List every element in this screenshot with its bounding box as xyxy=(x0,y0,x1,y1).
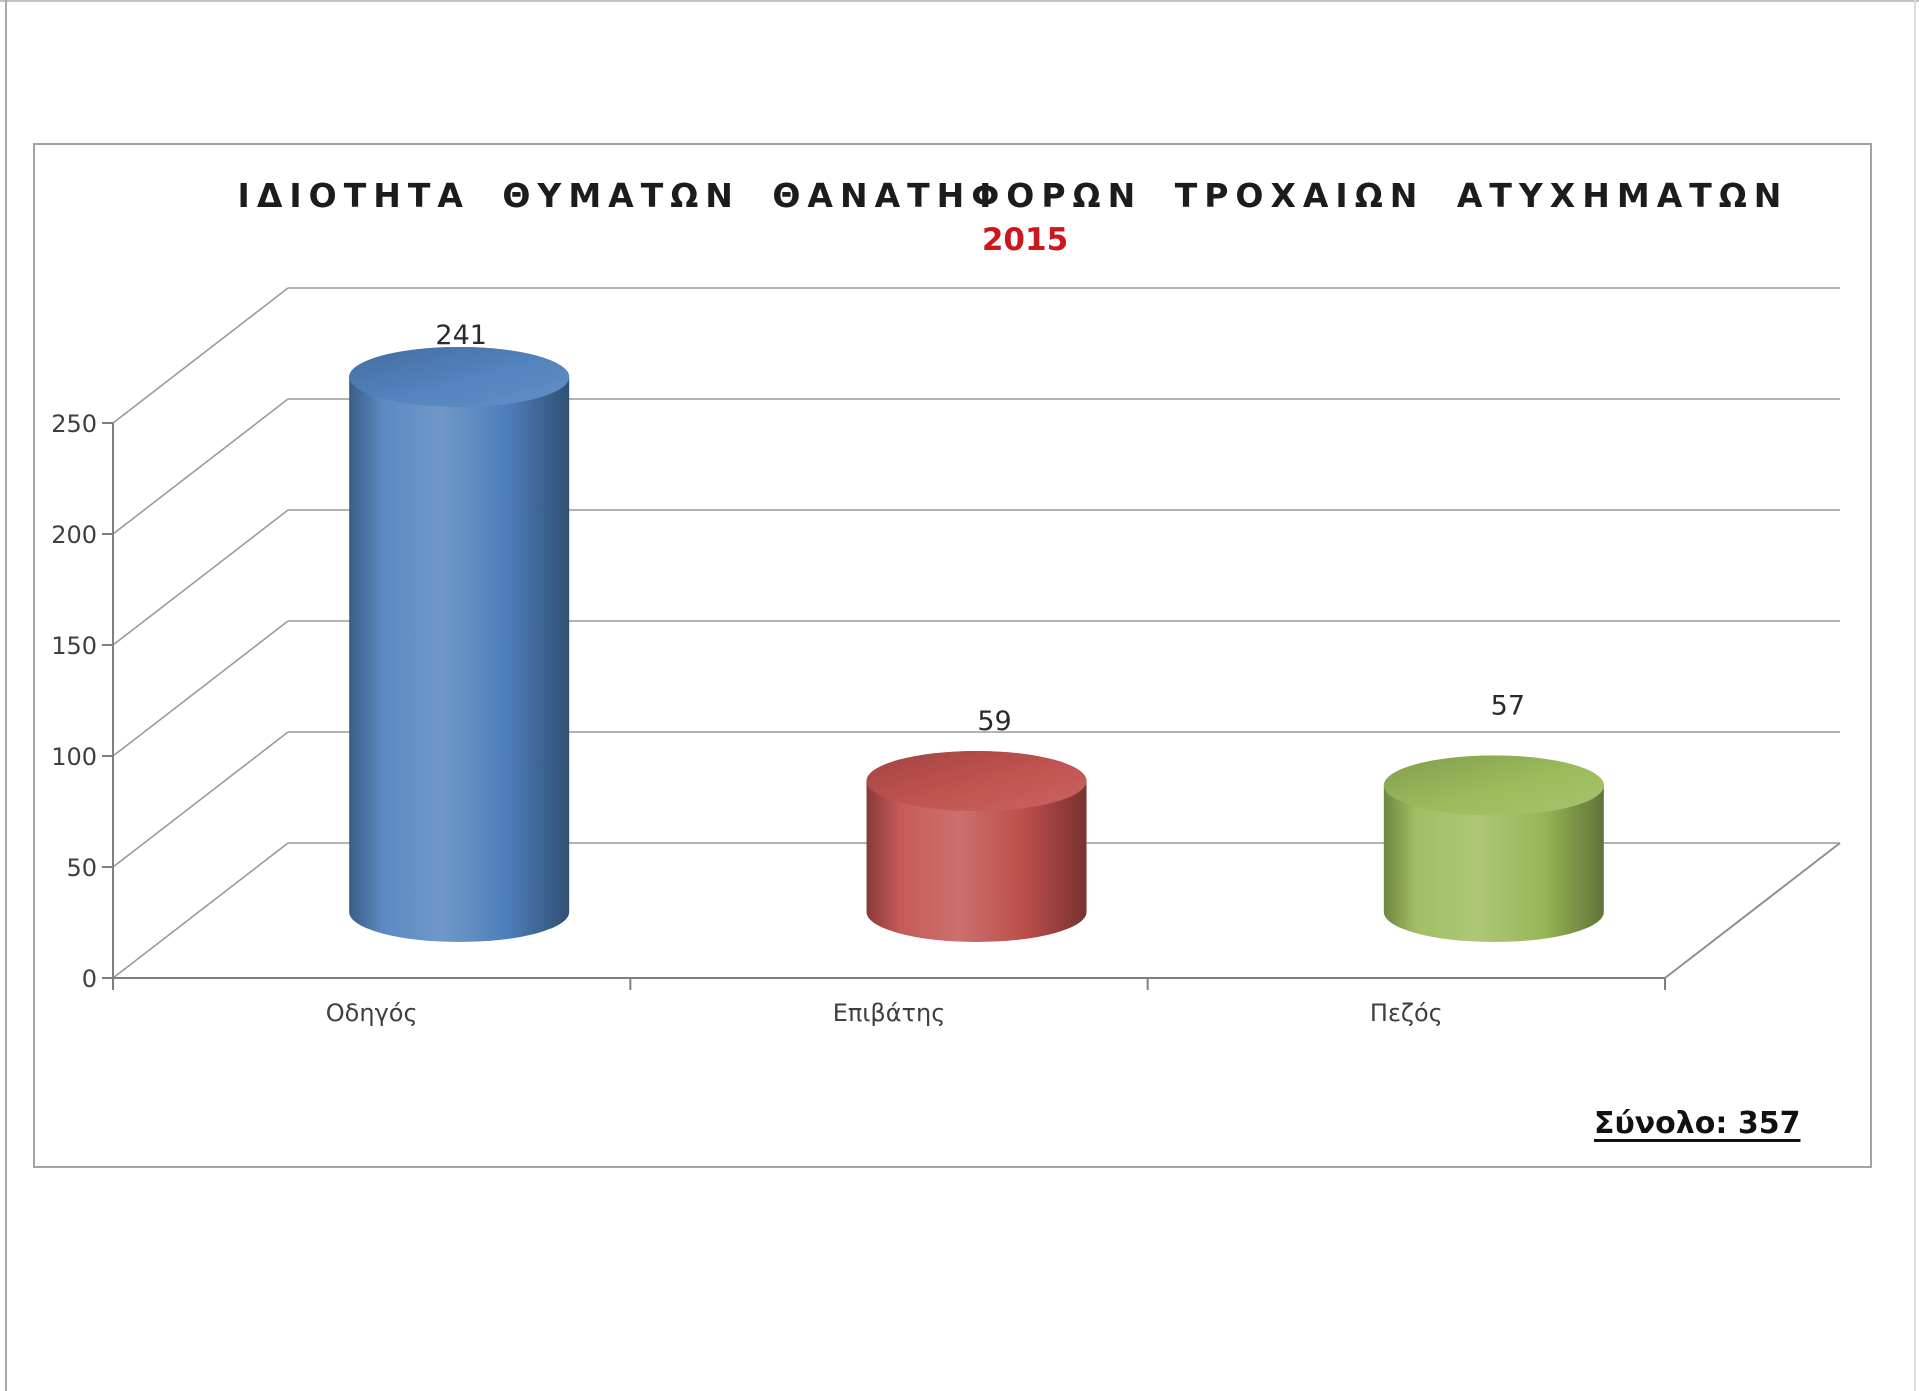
cylinder-top xyxy=(349,346,570,407)
bar-cylinder-Πεζός xyxy=(1383,755,1604,943)
data-label-Οδηγός: 241 xyxy=(435,320,487,351)
gridline-diagonal-50 xyxy=(112,731,289,868)
gridline-diagonal-150 xyxy=(112,509,289,646)
gridline-diagonal-100 xyxy=(112,620,289,757)
chart-subtitle-year: 2015 xyxy=(981,222,1069,258)
y-tick-label-200: 200 xyxy=(51,521,97,549)
y-tick-label-50: 50 xyxy=(66,854,97,882)
data-label-Πεζός: 57 xyxy=(1491,690,1525,721)
y-tick-label-150: 150 xyxy=(51,632,97,660)
floor-right-edge xyxy=(1664,842,1841,979)
cylinder-top xyxy=(866,751,1087,812)
x-category-label-Οδηγός: Οδηγός xyxy=(326,999,418,1027)
left-wall-gridlines xyxy=(112,287,289,979)
x-axis-ticks xyxy=(629,978,1666,990)
total-label: Σύνολο: 357 xyxy=(1594,1106,1801,1141)
gridline-diagonal-0 xyxy=(112,842,289,979)
y-tick-label-0: 0 xyxy=(82,965,97,993)
data-label-Επιβάτης: 59 xyxy=(977,706,1011,737)
x-category-label-Επιβάτης: Επιβάτης xyxy=(833,999,946,1027)
y-axis-ticks xyxy=(102,422,113,979)
chart-title: ΙΔΙΟΤΗΤΑ ΘΥΜΑΤΩΝ ΘΑΝΑΤΗΦΟΡΩΝ ΤΡΟΧΑΙΩΝ ΑΤ… xyxy=(237,176,1789,215)
bar-cylinder-Οδηγός xyxy=(349,346,570,942)
gridline-diagonal-250 xyxy=(112,287,289,424)
page-top-border xyxy=(0,0,1919,2)
x-category-label-Πεζός: Πεζός xyxy=(1370,999,1443,1027)
cylinder-body xyxy=(349,346,570,942)
y-tick-label-250: 250 xyxy=(51,410,97,438)
gridline-diagonal-200 xyxy=(112,398,289,535)
y-tick-label-100: 100 xyxy=(51,743,97,771)
chart-frame xyxy=(33,143,1872,1168)
bar-cylinder-Επιβάτης xyxy=(866,751,1087,943)
cylinder-top xyxy=(1383,755,1604,816)
page-right-border xyxy=(1914,0,1916,1391)
page-left-border xyxy=(5,0,7,1391)
